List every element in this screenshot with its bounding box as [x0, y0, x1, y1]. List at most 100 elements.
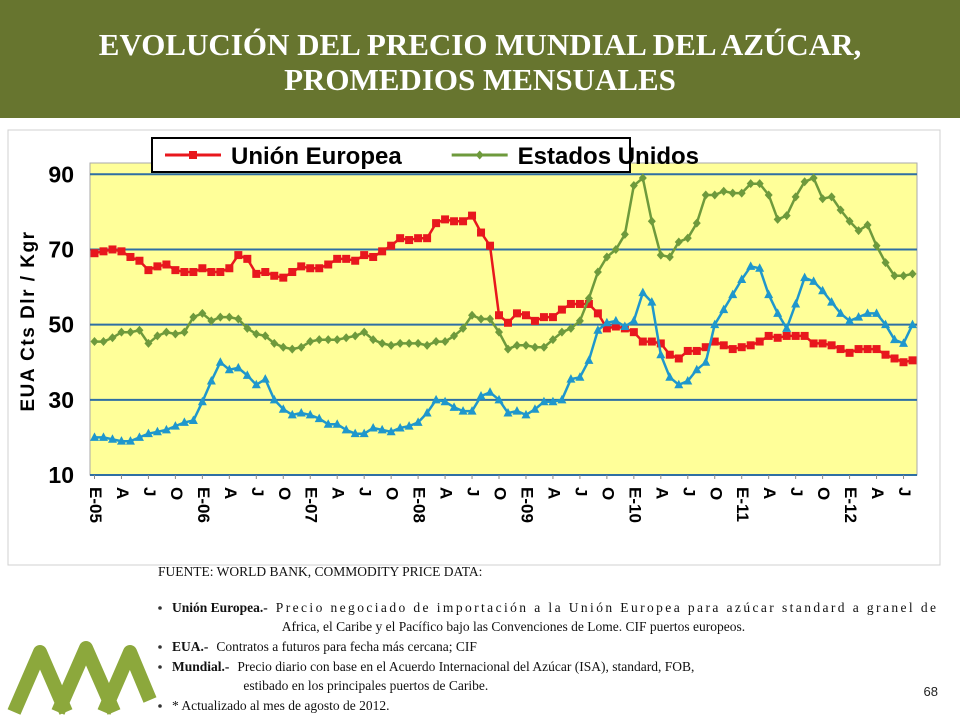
point	[269, 394, 279, 404]
point	[755, 337, 764, 346]
point	[387, 340, 396, 350]
point	[404, 421, 414, 430]
x-tick-label: O	[275, 487, 294, 500]
point	[369, 335, 378, 345]
point	[674, 379, 684, 389]
point	[368, 423, 378, 432]
bullet	[158, 704, 162, 708]
point	[539, 396, 549, 406]
point	[512, 406, 522, 415]
point	[468, 211, 477, 220]
point	[890, 354, 899, 363]
point	[333, 335, 342, 345]
point	[279, 273, 288, 282]
point	[818, 194, 827, 204]
note-line: Contratos a futuros para fecha más cerca…	[216, 639, 477, 654]
point	[548, 396, 558, 406]
point	[503, 344, 512, 354]
point	[710, 190, 719, 200]
point	[737, 343, 746, 352]
point	[278, 404, 288, 413]
x-tick-label: J	[356, 487, 375, 496]
point	[827, 192, 836, 202]
point	[665, 372, 675, 381]
y-tick-label: 50	[48, 312, 74, 338]
point	[153, 331, 162, 341]
note-line: * Actualizado al mes de agosto de 2012.	[172, 698, 389, 713]
point	[90, 249, 99, 258]
point	[422, 407, 432, 417]
point	[710, 319, 720, 329]
bullet	[158, 645, 162, 649]
legend	[151, 137, 631, 173]
point	[782, 211, 791, 221]
point	[207, 268, 216, 277]
point	[485, 387, 495, 396]
point	[557, 327, 566, 337]
point	[719, 341, 728, 350]
point	[179, 417, 189, 426]
point	[198, 264, 207, 273]
point	[197, 396, 207, 406]
point	[108, 245, 117, 254]
point	[629, 315, 639, 325]
point	[225, 264, 234, 273]
point	[881, 258, 890, 268]
point	[386, 426, 396, 436]
bullet	[158, 606, 162, 610]
point	[243, 254, 252, 263]
point	[341, 424, 351, 434]
x-tick-label: J	[140, 487, 159, 496]
point	[198, 308, 207, 318]
point	[611, 322, 620, 331]
point	[288, 268, 297, 277]
point	[242, 370, 252, 379]
y-tick-label: 90	[48, 161, 74, 187]
point	[683, 233, 692, 243]
note-line: Precio diario con base en el Acuerdo Int…	[237, 659, 694, 674]
point	[162, 260, 171, 269]
logo	[7, 641, 157, 715]
point	[872, 241, 881, 251]
point	[188, 415, 198, 424]
point	[800, 177, 809, 187]
point	[701, 357, 711, 366]
point	[234, 251, 243, 260]
point	[728, 188, 737, 198]
point	[566, 299, 575, 308]
point	[701, 343, 710, 352]
point	[836, 345, 845, 354]
point	[305, 409, 315, 419]
point	[809, 339, 818, 348]
point	[252, 269, 261, 278]
point	[584, 299, 593, 308]
point	[117, 247, 126, 256]
point	[495, 327, 504, 337]
point	[701, 190, 710, 200]
x-tick-label: E-09	[517, 487, 536, 523]
point	[252, 329, 261, 339]
point	[548, 335, 557, 345]
point	[584, 355, 594, 364]
y-axis-label: EUA Cts Dlr / Kgr	[18, 230, 39, 411]
point	[207, 316, 216, 326]
point	[261, 268, 270, 277]
x-tick-label: E-06	[194, 487, 213, 523]
point	[863, 345, 872, 354]
point	[593, 325, 603, 334]
x-tick-label: E-12	[841, 487, 860, 523]
point	[791, 192, 800, 202]
point	[512, 340, 521, 350]
point	[755, 179, 764, 189]
legend-label: Estados Unidos	[518, 143, 699, 170]
logo-peak	[7, 645, 73, 715]
point	[297, 342, 306, 352]
point	[710, 337, 719, 346]
note-line: estibado en los principales puertos de C…	[243, 678, 488, 693]
point	[791, 331, 800, 340]
point	[620, 229, 629, 239]
point	[324, 260, 333, 269]
point	[584, 293, 593, 303]
point	[495, 311, 504, 320]
